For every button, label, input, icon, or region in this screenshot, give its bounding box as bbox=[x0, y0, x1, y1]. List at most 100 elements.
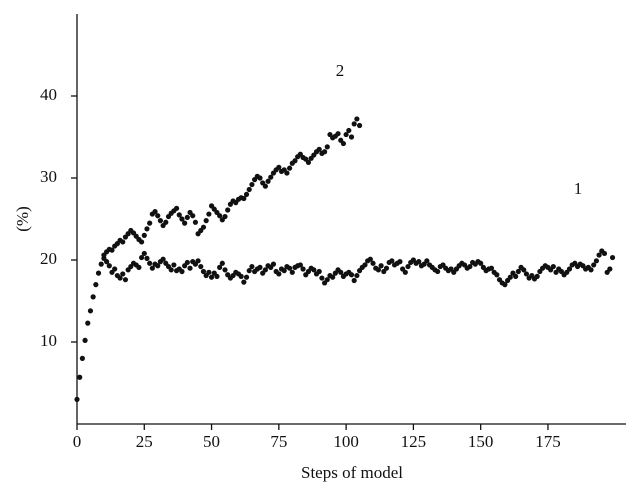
point bbox=[206, 211, 212, 217]
point bbox=[187, 265, 193, 271]
point bbox=[340, 140, 347, 147]
point bbox=[257, 264, 263, 270]
point bbox=[276, 271, 282, 277]
point bbox=[246, 186, 252, 193]
point bbox=[281, 268, 287, 274]
point bbox=[179, 216, 185, 222]
point bbox=[74, 396, 80, 402]
point bbox=[157, 218, 164, 224]
point bbox=[566, 266, 573, 272]
y-tick-label: 40 bbox=[40, 85, 57, 104]
point bbox=[200, 224, 207, 230]
point bbox=[138, 254, 145, 261]
point bbox=[354, 116, 360, 122]
point bbox=[276, 164, 282, 170]
point bbox=[262, 267, 268, 273]
point bbox=[356, 122, 363, 129]
point bbox=[120, 239, 126, 245]
point bbox=[550, 263, 556, 270]
point bbox=[141, 232, 147, 238]
point bbox=[343, 131, 349, 138]
point bbox=[79, 355, 85, 361]
point bbox=[160, 256, 166, 262]
x-axis-label: Steps of model bbox=[301, 463, 403, 482]
point bbox=[416, 259, 422, 265]
point bbox=[270, 261, 277, 267]
y-tick-label: 30 bbox=[40, 167, 57, 186]
point bbox=[292, 158, 298, 164]
point bbox=[138, 239, 145, 245]
series-label: 2 bbox=[336, 61, 345, 80]
point bbox=[502, 282, 508, 288]
point bbox=[319, 275, 325, 281]
point bbox=[77, 374, 83, 380]
point bbox=[591, 262, 597, 268]
point bbox=[98, 261, 104, 267]
point bbox=[507, 274, 513, 280]
point bbox=[257, 175, 263, 181]
point bbox=[467, 263, 473, 270]
point bbox=[515, 268, 521, 275]
point bbox=[203, 218, 209, 224]
point bbox=[287, 265, 293, 271]
point bbox=[200, 268, 207, 275]
point bbox=[168, 267, 174, 273]
point bbox=[397, 259, 403, 265]
point bbox=[141, 250, 147, 257]
point bbox=[149, 265, 155, 271]
point bbox=[596, 252, 602, 258]
point bbox=[321, 149, 328, 155]
point bbox=[82, 337, 88, 343]
point bbox=[354, 272, 360, 279]
point bbox=[375, 267, 382, 273]
x-tick-label: 0 bbox=[73, 432, 82, 451]
point bbox=[208, 274, 215, 280]
point bbox=[249, 263, 255, 270]
point bbox=[184, 214, 190, 220]
point bbox=[192, 219, 199, 225]
point bbox=[324, 144, 330, 150]
point bbox=[300, 266, 306, 272]
point bbox=[152, 209, 158, 215]
point bbox=[378, 263, 384, 269]
point bbox=[112, 266, 118, 272]
point bbox=[405, 263, 411, 270]
point bbox=[109, 247, 115, 253]
x-tick-label: 125 bbox=[401, 432, 427, 451]
point bbox=[144, 226, 150, 232]
point bbox=[367, 256, 373, 262]
point bbox=[316, 268, 322, 275]
point bbox=[173, 205, 180, 211]
point bbox=[243, 274, 250, 280]
y-tick-label: 20 bbox=[40, 249, 57, 268]
point bbox=[217, 213, 223, 219]
point bbox=[214, 273, 220, 279]
point bbox=[287, 165, 293, 171]
x-tick-label: 100 bbox=[333, 432, 359, 451]
point bbox=[176, 212, 182, 218]
y-axis-label: (%) bbox=[13, 206, 32, 231]
point bbox=[609, 254, 616, 261]
point bbox=[311, 267, 317, 273]
point bbox=[268, 174, 274, 180]
point bbox=[607, 266, 613, 272]
point bbox=[222, 267, 228, 273]
point bbox=[593, 258, 599, 264]
point bbox=[190, 213, 196, 219]
point bbox=[284, 170, 290, 176]
point bbox=[241, 195, 247, 202]
point bbox=[265, 178, 271, 184]
point bbox=[147, 220, 153, 226]
point bbox=[478, 260, 484, 266]
y-tick-label: 10 bbox=[40, 331, 57, 350]
point bbox=[222, 213, 228, 220]
point bbox=[435, 268, 441, 275]
point bbox=[246, 268, 252, 274]
x-tick-label: 150 bbox=[468, 432, 494, 451]
point bbox=[225, 207, 231, 213]
point bbox=[534, 273, 540, 279]
point bbox=[351, 277, 357, 284]
point bbox=[120, 271, 126, 277]
point bbox=[179, 268, 185, 275]
